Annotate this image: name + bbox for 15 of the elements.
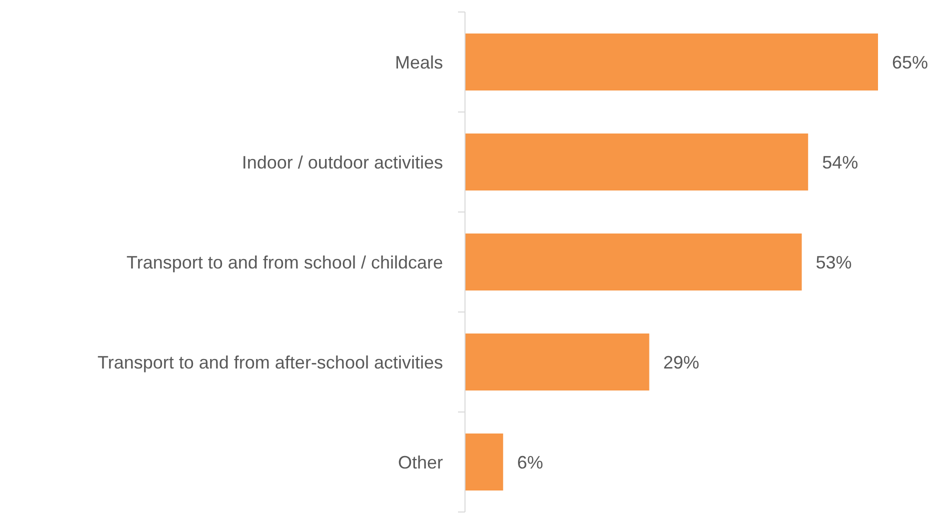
- y-tick-label: Transport to and from after-school activities: [98, 352, 443, 372]
- data-label: 65%: [892, 52, 928, 72]
- data-label: 29%: [663, 352, 700, 372]
- data-label: 6%: [517, 452, 544, 472]
- y-tick-label: Other: [398, 452, 443, 472]
- bar: [465, 134, 808, 190]
- data-label: 54%: [822, 152, 858, 172]
- bar: [465, 434, 504, 490]
- y-tick-label: Indoor / outdoor activities: [242, 152, 443, 172]
- bar: [465, 234, 802, 290]
- data-label: 53%: [816, 252, 852, 272]
- bar: [465, 334, 650, 390]
- y-tick-label: Meals: [394, 52, 443, 72]
- y-tick-label: Transport to and from school / childcare: [126, 252, 443, 272]
- bar: [465, 34, 878, 90]
